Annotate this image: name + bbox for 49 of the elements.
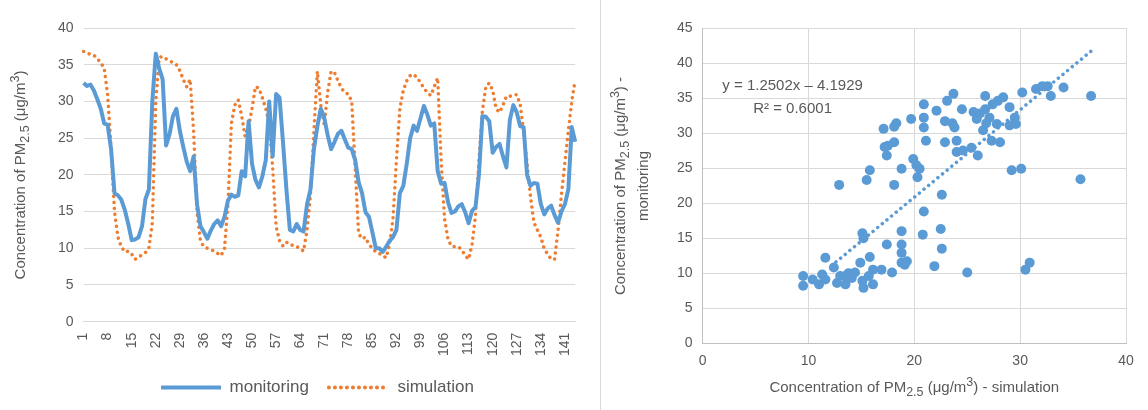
legend-label: monitoring	[229, 377, 309, 397]
x-tick-label: 92	[387, 332, 404, 349]
x-tick-label: 15	[122, 332, 139, 349]
x-tick-label: 50	[242, 332, 259, 349]
x-tick-label: 29	[170, 332, 187, 349]
y-tick-label: 5	[65, 275, 74, 292]
x-tick-label: 113	[459, 332, 476, 355]
y-tick-label: 20	[676, 193, 693, 210]
y-tick-label: 25	[57, 128, 74, 145]
x-tick-label: 0	[698, 352, 707, 369]
y-tick-label: 20	[57, 165, 74, 182]
y-tick-label: 10	[676, 264, 693, 281]
x-tick-label: 57	[266, 332, 283, 349]
y-tick-label: 25	[676, 158, 693, 175]
x-tick-label: 134	[531, 332, 548, 356]
y-tick-label: 35	[57, 55, 74, 72]
y-tick-label: 10	[57, 239, 74, 256]
x-tick-label: 36	[194, 332, 211, 349]
y-tick-label: 30	[676, 123, 693, 140]
y-tick-label: 15	[676, 228, 693, 245]
x-tick-label: 78	[339, 332, 356, 349]
x-tick-label: 22	[146, 332, 163, 349]
x-tick-label: 85	[363, 332, 380, 349]
y-tick-label: 45	[676, 18, 693, 35]
x-tick-label: 30	[1012, 352, 1029, 369]
x-tick-label: 106	[435, 332, 452, 356]
x-tick-label: 127	[507, 332, 524, 356]
y-tick-label: 15	[57, 202, 74, 219]
y-tick-label: 30	[57, 92, 74, 109]
x-tick-label: 120	[483, 332, 500, 356]
annotation: y = 1.2502x – 4.1929	[722, 76, 863, 94]
x-tick-label: 10	[800, 352, 817, 369]
annotation: R² = 0.6001	[753, 99, 832, 117]
x-tick-label: 1	[74, 332, 91, 341]
x-tick-label: 8	[98, 332, 115, 341]
x-tick-label: 71	[315, 332, 332, 349]
legend-label: simulation	[397, 377, 474, 397]
y-tick-label: 0	[65, 312, 74, 329]
x-tick-label: 141	[555, 332, 572, 356]
y-tick-label: 35	[676, 88, 693, 105]
x-tick-label: 43	[218, 332, 235, 349]
y-tick-label: 5	[684, 299, 693, 316]
x-tick-label: 99	[411, 332, 428, 349]
y-tick-label: 40	[57, 18, 74, 35]
x-tick-label: 20	[906, 352, 923, 369]
y-tick-label: 40	[676, 53, 693, 70]
x-tick-label: 64	[291, 332, 308, 349]
x-axis-title: Concentration of PM$_{2.5}$ (μg/m$^{3}$) - simulation	[769, 374, 1060, 402]
x-tick-label: 40	[1118, 352, 1134, 369]
